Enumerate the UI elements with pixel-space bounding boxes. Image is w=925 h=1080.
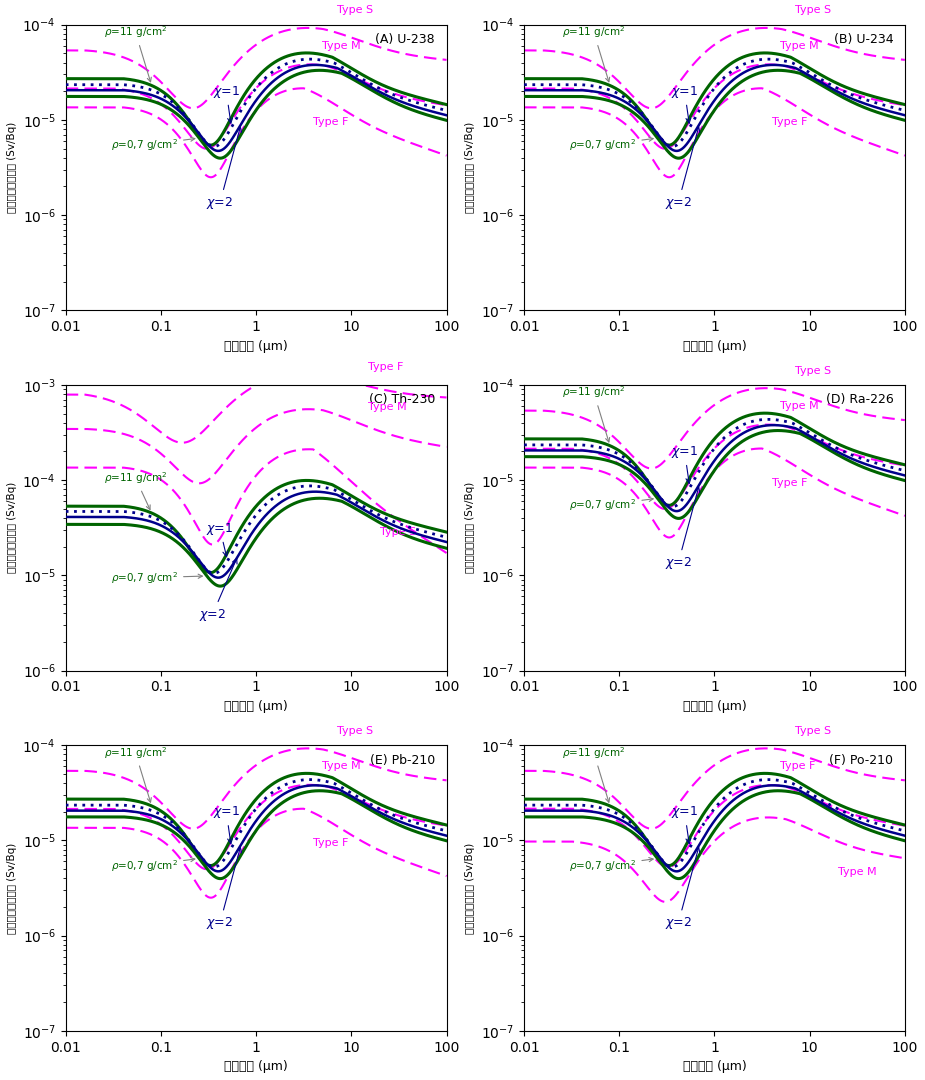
X-axis label: 입자크기 (μm): 입자크기 (μm) — [224, 339, 288, 352]
Text: $\chi$=1: $\chi$=1 — [206, 521, 233, 556]
X-axis label: 입자크기 (μm): 입자크기 (μm) — [683, 339, 746, 352]
Text: $\rho$=11 g/cm$^2$: $\rho$=11 g/cm$^2$ — [561, 384, 625, 442]
X-axis label: 입자크기 (μm): 입자크기 (μm) — [683, 700, 746, 713]
Text: $\rho$=0,7 g/cm$^2$: $\rho$=0,7 g/cm$^2$ — [570, 137, 653, 153]
Text: Type S: Type S — [795, 365, 831, 376]
Text: $\rho$=11 g/cm$^2$: $\rho$=11 g/cm$^2$ — [561, 24, 625, 82]
Y-axis label: 유효선량환산계수 (Sv/Bq): 유효선량환산계수 (Sv/Bq) — [7, 482, 17, 573]
Text: $\chi$=2: $\chi$=2 — [665, 487, 700, 571]
Text: (A) U-238: (A) U-238 — [376, 33, 435, 46]
Text: $\rho$=11 g/cm$^2$: $\rho$=11 g/cm$^2$ — [561, 745, 625, 802]
Text: Type S: Type S — [795, 726, 831, 735]
Y-axis label: 유효선량환산계수 (Sv/Bq): 유효선량환산계수 (Sv/Bq) — [7, 122, 17, 213]
Text: $\chi$=1: $\chi$=1 — [213, 805, 240, 843]
Text: Type S: Type S — [337, 726, 373, 735]
X-axis label: 입자크기 (μm): 입자크기 (μm) — [224, 1061, 288, 1074]
Text: Type M: Type M — [368, 402, 407, 413]
Text: (D) Ra-226: (D) Ra-226 — [826, 393, 894, 406]
Text: $\chi$=1: $\chi$=1 — [671, 444, 698, 484]
Text: $\rho$=11 g/cm$^2$: $\rho$=11 g/cm$^2$ — [104, 470, 167, 510]
Text: Type F: Type F — [771, 477, 808, 488]
Text: Type S: Type S — [380, 527, 416, 538]
Text: Type F: Type F — [368, 362, 403, 372]
Text: $\chi$=1: $\chi$=1 — [213, 83, 240, 123]
X-axis label: 입자크기 (μm): 입자크기 (μm) — [224, 700, 288, 713]
Y-axis label: 유효선량환산계수 (Sv/Bq): 유효선량환산계수 (Sv/Bq) — [465, 482, 475, 573]
Text: (B) U-234: (B) U-234 — [833, 33, 894, 46]
Text: $\chi$=2: $\chi$=2 — [665, 848, 700, 931]
Text: $\chi$=2: $\chi$=2 — [206, 127, 241, 211]
Text: Type F: Type F — [771, 118, 808, 127]
Text: $\rho$=0,7 g/cm$^2$: $\rho$=0,7 g/cm$^2$ — [570, 858, 653, 874]
Text: Type M: Type M — [780, 401, 819, 410]
Text: $\chi$=2: $\chi$=2 — [665, 127, 700, 211]
Text: (C) Th-230: (C) Th-230 — [369, 393, 435, 406]
Text: $\chi$=2: $\chi$=2 — [206, 848, 241, 931]
Text: $\rho$=0,7 g/cm$^2$: $\rho$=0,7 g/cm$^2$ — [570, 497, 653, 513]
Text: Type S: Type S — [337, 5, 373, 15]
Text: Type M: Type M — [838, 867, 877, 877]
Text: $\chi$=1: $\chi$=1 — [671, 83, 698, 123]
Text: $\rho$=0,7 g/cm$^2$: $\rho$=0,7 g/cm$^2$ — [111, 137, 195, 153]
Y-axis label: 유효선량환산계수 (Sv/Bq): 유효선량환산계수 (Sv/Bq) — [465, 122, 475, 213]
Text: Type F: Type F — [314, 838, 349, 848]
Text: $\chi$=2: $\chi$=2 — [199, 558, 237, 623]
Text: $\chi$=1: $\chi$=1 — [671, 805, 698, 843]
X-axis label: 입자크기 (μm): 입자크기 (μm) — [683, 1061, 746, 1074]
Text: $\rho$=0,7 g/cm$^2$: $\rho$=0,7 g/cm$^2$ — [111, 858, 195, 874]
Text: $\rho$=11 g/cm$^2$: $\rho$=11 g/cm$^2$ — [104, 745, 167, 802]
Text: Type F: Type F — [780, 761, 816, 771]
Text: Type M: Type M — [780, 41, 819, 51]
Text: Type S: Type S — [795, 5, 831, 15]
Text: Type M: Type M — [322, 761, 361, 771]
Text: $\rho$=11 g/cm$^2$: $\rho$=11 g/cm$^2$ — [104, 24, 167, 82]
Text: (F) Po-210: (F) Po-210 — [830, 754, 894, 767]
Y-axis label: 유효선량환산계수 (Sv/Bq): 유효선량환산계수 (Sv/Bq) — [7, 842, 17, 933]
Text: (E) Pb-210: (E) Pb-210 — [370, 754, 435, 767]
Y-axis label: 유효선량환산계수 (Sv/Bq): 유효선량환산계수 (Sv/Bq) — [465, 842, 475, 933]
Text: $\rho$=0,7 g/cm$^2$: $\rho$=0,7 g/cm$^2$ — [111, 570, 203, 585]
Text: Type M: Type M — [322, 41, 361, 51]
Text: Type F: Type F — [314, 118, 349, 127]
